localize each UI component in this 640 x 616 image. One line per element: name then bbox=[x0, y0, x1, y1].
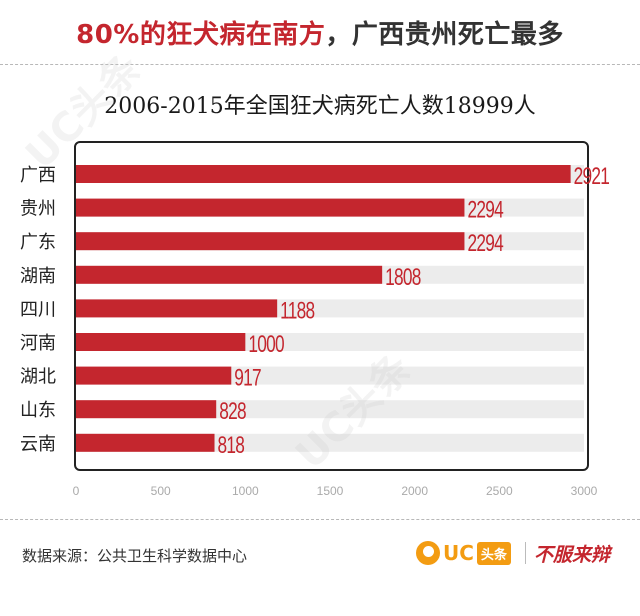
bottom-divider bbox=[0, 519, 640, 520]
bar bbox=[76, 333, 246, 351]
value-label: 1808 bbox=[385, 264, 421, 290]
bar bbox=[76, 400, 217, 419]
category-label: 湖南 bbox=[20, 266, 56, 287]
x-tick-label: 2500 bbox=[486, 484, 513, 498]
bar bbox=[76, 232, 465, 251]
value-label: 2921 bbox=[574, 163, 610, 189]
category-label: 四川 bbox=[20, 299, 56, 320]
category-label: 湖北 bbox=[20, 367, 56, 388]
bar bbox=[76, 265, 383, 284]
category-label: 广西 bbox=[20, 165, 56, 186]
bar-chart: 广西 2921 贵州 2294 广东 2294 湖南 1808 四川 1188 河南 1000 湖北 91… bbox=[20, 163, 610, 498]
bar bbox=[76, 366, 232, 385]
value-label: 2294 bbox=[467, 231, 504, 257]
bar bbox=[76, 165, 571, 183]
category-label: 山东 bbox=[20, 400, 56, 421]
category-label: 贵州 bbox=[20, 199, 56, 220]
value-label: 917 bbox=[234, 365, 261, 391]
x-tick-label: 1000 bbox=[232, 484, 259, 498]
squirrel-icon bbox=[416, 541, 440, 565]
x-tick-label: 2000 bbox=[401, 484, 428, 498]
headline-rest: ，广西贵州死亡最多 bbox=[325, 20, 564, 50]
bar bbox=[76, 299, 278, 318]
value-label: 1188 bbox=[280, 298, 314, 324]
category-label: 广东 bbox=[20, 232, 56, 253]
uc-logo: UC 头条 不服来辩 bbox=[416, 538, 610, 568]
headline: 80%的狂犬病在南方，广西贵州死亡最多 bbox=[0, 14, 640, 51]
chart-frame bbox=[74, 141, 589, 471]
value-label: 828 bbox=[219, 399, 246, 425]
chart-title: 2006-2015年全国狂犬病死亡人数18999人 bbox=[104, 94, 536, 119]
bar bbox=[76, 198, 465, 217]
logo-separator bbox=[524, 542, 526, 564]
headline-accent: 80%的狂犬病在南方 bbox=[76, 20, 326, 50]
value-label: 1000 bbox=[248, 331, 284, 357]
x-tick-label: 1500 bbox=[317, 484, 344, 498]
value-label: 2294 bbox=[467, 197, 504, 223]
x-tick-label: 3000 bbox=[571, 484, 598, 498]
x-tick-label: 500 bbox=[151, 484, 171, 498]
top-divider bbox=[0, 64, 640, 65]
slogan: 不服来辩 bbox=[533, 543, 610, 566]
x-tick-label: 0 bbox=[73, 484, 80, 498]
category-label: 云南 bbox=[20, 434, 56, 455]
category-label: 河南 bbox=[20, 333, 56, 354]
data-source: 数据来源：公共卫生科学数据中心 bbox=[22, 547, 248, 565]
bar bbox=[76, 433, 215, 452]
logo-uc-text: UC bbox=[443, 541, 474, 565]
value-label: 818 bbox=[218, 432, 245, 458]
logo-badge: 头条 bbox=[476, 541, 511, 565]
